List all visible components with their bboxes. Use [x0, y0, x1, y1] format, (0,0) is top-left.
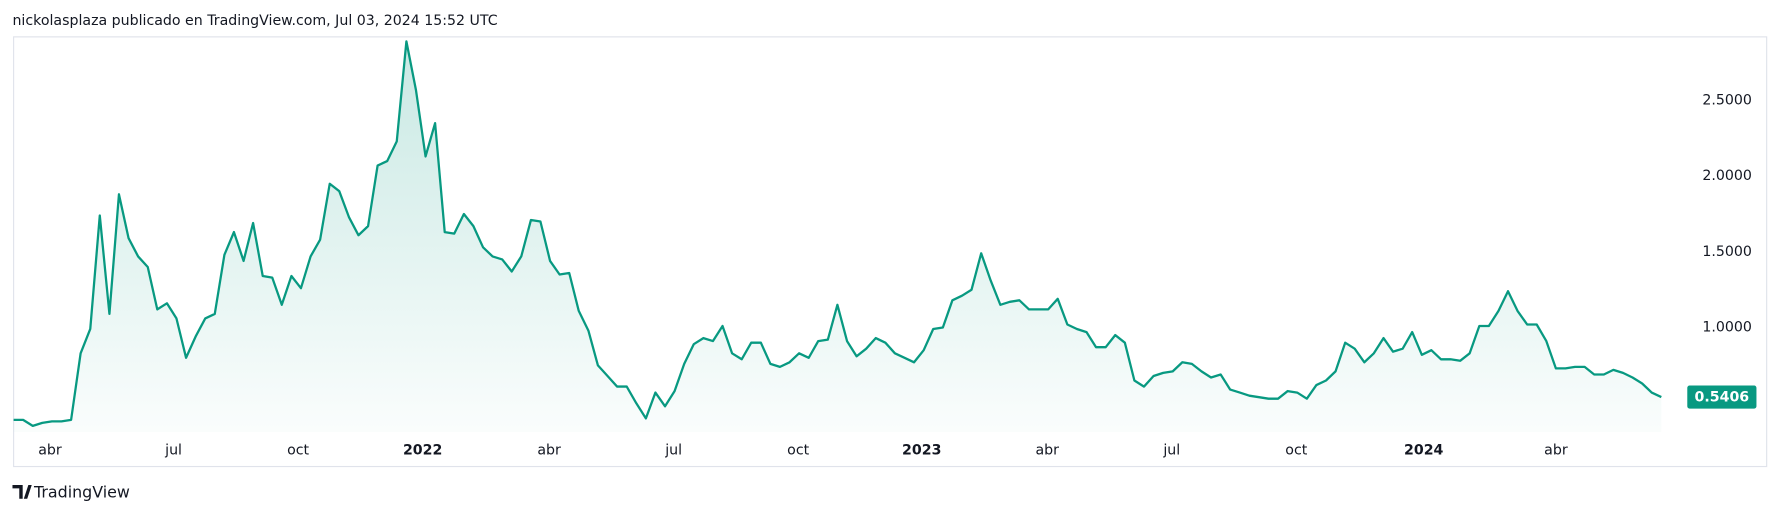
x-tick-label: jul [1162, 442, 1180, 458]
x-tick-label: oct [1285, 442, 1307, 458]
last-value-box [1687, 385, 1757, 409]
logo [12, 484, 32, 499]
x-tick-label: 2022 [403, 442, 442, 458]
y-tick-label: 1.5000 [1702, 244, 1752, 260]
x-tick-label: jul [164, 442, 182, 458]
y-tick-label: 1.0000 [1702, 319, 1752, 335]
y-tick-label: 2.0000 [1702, 168, 1752, 184]
footer-brand: TradingView [33, 482, 130, 501]
x-tick-label: abr [1544, 442, 1568, 458]
x-tick-label: 2023 [902, 442, 941, 458]
line [13, 40, 1662, 428]
area [13, 41, 1662, 432]
x-tick-label: oct [287, 442, 309, 458]
x-tick-label: jul [664, 442, 682, 458]
x-tick-label: abr [537, 442, 561, 458]
last-value-label: 0.5406 [1695, 390, 1750, 406]
header: nickolasplaza publicado en TradingView.c… [12, 13, 497, 29]
chart-frame [13, 36, 1768, 468]
x-tick-label: oct [787, 442, 809, 458]
x-tick-label: 2024 [1404, 442, 1443, 458]
y-tick-label: 2.5000 [1702, 92, 1752, 108]
x-tick-label: abr [1035, 442, 1059, 458]
footer-logo [12, 484, 32, 499]
x-tick-label: abr [38, 442, 62, 458]
